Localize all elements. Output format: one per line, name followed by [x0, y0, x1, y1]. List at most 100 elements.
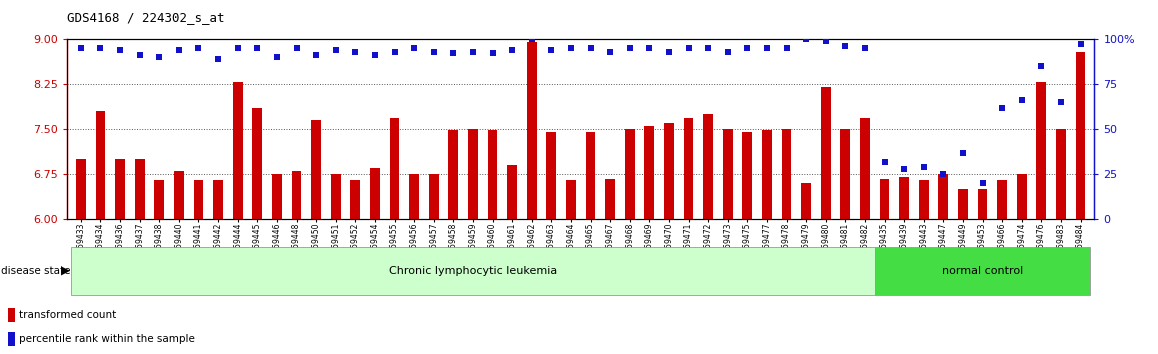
Bar — [1076, 52, 1085, 219]
Text: transformed count: transformed count — [19, 310, 116, 320]
Point — [992, 105, 1011, 110]
Bar — [566, 181, 576, 219]
Bar — [977, 189, 988, 219]
Point — [738, 45, 756, 51]
Bar — [371, 169, 380, 219]
Point — [1012, 97, 1031, 103]
Point — [444, 51, 462, 56]
Point — [169, 47, 188, 53]
Bar — [448, 130, 459, 219]
Bar — [213, 181, 223, 219]
Bar — [880, 178, 889, 219]
Text: ▶: ▶ — [61, 264, 71, 277]
Bar — [134, 159, 145, 219]
Point — [151, 54, 169, 60]
Bar — [154, 181, 164, 219]
Point — [777, 45, 796, 51]
Point — [856, 45, 874, 51]
Bar — [664, 123, 674, 219]
Point — [836, 43, 855, 49]
Point — [483, 51, 501, 56]
Point — [405, 45, 424, 51]
Bar — [586, 132, 595, 219]
Bar — [312, 120, 321, 219]
Bar — [1056, 129, 1065, 219]
Bar — [252, 108, 262, 219]
Bar — [625, 129, 635, 219]
Bar — [938, 175, 948, 219]
Bar — [958, 189, 968, 219]
Bar — [389, 118, 400, 219]
Bar — [428, 175, 439, 219]
Point — [935, 172, 953, 177]
Point — [621, 45, 639, 51]
Bar — [76, 159, 86, 219]
Bar — [488, 130, 498, 219]
Text: GDS4168 / 224302_s_at: GDS4168 / 224302_s_at — [67, 11, 225, 24]
Point — [1071, 41, 1090, 47]
Bar — [841, 129, 850, 219]
Bar — [71, 247, 874, 295]
Bar — [115, 159, 125, 219]
Point — [267, 54, 286, 60]
Bar — [860, 118, 870, 219]
Point — [327, 47, 345, 53]
Point — [189, 45, 207, 51]
Point — [640, 45, 659, 51]
Bar — [331, 175, 340, 219]
Point — [111, 47, 130, 53]
Bar — [174, 171, 184, 219]
Point — [228, 45, 247, 51]
Text: Chronic lymphocytic leukemia: Chronic lymphocytic leukemia — [389, 266, 557, 276]
Point — [757, 45, 776, 51]
Point — [816, 38, 835, 44]
Point — [208, 56, 227, 62]
Text: percentile rank within the sample: percentile rank within the sample — [19, 333, 195, 344]
Point — [1032, 63, 1050, 69]
Bar — [351, 181, 360, 219]
Point — [895, 166, 914, 172]
Bar — [723, 129, 733, 219]
Point — [72, 45, 90, 51]
Bar — [292, 171, 301, 219]
Bar — [233, 82, 243, 219]
Bar — [527, 42, 536, 219]
Bar — [1017, 175, 1027, 219]
Text: normal control: normal control — [941, 266, 1024, 276]
Bar — [193, 181, 204, 219]
Point — [562, 45, 580, 51]
Point — [131, 52, 149, 58]
Point — [386, 49, 404, 55]
Point — [915, 164, 933, 170]
Point — [542, 47, 560, 53]
Point — [463, 49, 482, 55]
Bar — [874, 247, 1091, 295]
Bar — [762, 130, 772, 219]
Bar — [683, 118, 694, 219]
Point — [875, 159, 894, 165]
Bar — [782, 129, 791, 219]
Point — [581, 45, 600, 51]
Point — [797, 36, 815, 42]
Bar — [8, 332, 15, 346]
Bar — [821, 87, 830, 219]
Point — [307, 52, 325, 58]
Bar — [507, 165, 516, 219]
Bar — [900, 177, 909, 219]
Bar — [96, 111, 105, 219]
Bar — [742, 132, 753, 219]
Point — [287, 45, 306, 51]
Bar — [8, 308, 15, 322]
Point — [718, 49, 736, 55]
Point — [91, 45, 110, 51]
Bar — [1036, 82, 1047, 219]
Bar — [468, 129, 478, 219]
Point — [248, 45, 266, 51]
Point — [1051, 99, 1070, 105]
Point — [366, 52, 384, 58]
Bar — [645, 126, 654, 219]
Point — [680, 45, 698, 51]
Point — [346, 49, 365, 55]
Bar — [409, 175, 419, 219]
Text: disease state: disease state — [1, 266, 71, 276]
